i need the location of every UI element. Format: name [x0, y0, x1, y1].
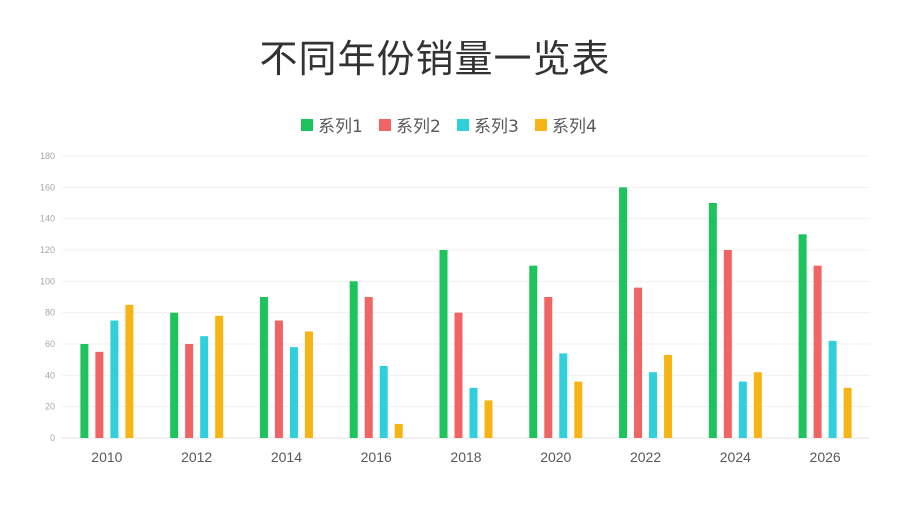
bar-series4-2022 — [664, 354, 673, 438]
x-tick-label: 2026 — [810, 449, 841, 465]
legend-label-series3: 系列3 — [474, 117, 519, 137]
bar-series3-2024 — [738, 381, 747, 438]
y-tick-label: 100 — [40, 276, 55, 286]
x-tick-label: 2016 — [361, 449, 392, 465]
x-axis-ticks: 2010 2012 2014 2016 2018 2020 2022 2024 2026 — [91, 449, 841, 465]
bar-series3-2012 — [200, 336, 209, 438]
y-tick-label: 120 — [40, 245, 55, 255]
bar-series3-2020 — [559, 353, 568, 438]
legend-swatch-series3 — [457, 119, 469, 131]
bar-series1-2016 — [349, 281, 358, 438]
legend: 系列1 系列2 系列3 系列4 — [301, 117, 597, 137]
x-tick-label: 2024 — [720, 449, 751, 465]
bar-series1-2024 — [708, 203, 717, 438]
x-tick-label: 2022 — [630, 449, 661, 465]
y-tick-label: 60 — [45, 339, 55, 349]
bar-series2-2026 — [813, 265, 822, 438]
chart-title: 不同年份销量一览表 — [259, 37, 611, 81]
bar-series2-2010 — [95, 351, 104, 438]
legend-swatch-series1 — [301, 119, 313, 131]
bar-series4-2026 — [843, 387, 852, 438]
legend-label-series4: 系列4 — [552, 117, 597, 137]
x-tick-label: 2014 — [271, 449, 302, 465]
x-tick-label: 2020 — [540, 449, 571, 465]
y-tick-label: 80 — [45, 308, 55, 318]
x-tick-label: 2018 — [450, 449, 481, 465]
bar-series4-2016 — [394, 423, 403, 438]
bar-series4-2012 — [215, 315, 224, 438]
bars — [80, 187, 852, 438]
bar-series3-2018 — [469, 387, 478, 438]
bar-series2-2022 — [634, 287, 643, 438]
bar-series1-2026 — [798, 234, 807, 438]
bar-series4-2010 — [125, 304, 134, 438]
bar-series2-2016 — [364, 297, 373, 438]
legend-swatch-series4 — [535, 119, 547, 131]
bar-series1-2020 — [529, 265, 538, 438]
bar-series1-2018 — [439, 250, 448, 438]
legend-label-series1: 系列1 — [318, 117, 363, 137]
bar-series2-2014 — [274, 320, 283, 438]
y-tick-label: 0 — [50, 433, 55, 443]
x-tick-label: 2010 — [91, 449, 122, 465]
bar-series1-2022 — [619, 187, 628, 438]
bar-series1-2014 — [259, 297, 268, 438]
y-tick-label: 180 — [40, 151, 55, 161]
bar-series3-2026 — [828, 340, 837, 438]
y-tick-label: 20 — [45, 402, 55, 412]
bar-series2-2018 — [454, 312, 463, 438]
y-tick-label: 40 — [45, 370, 55, 380]
y-tick-label: 160 — [40, 182, 55, 192]
bar-series1-2010 — [80, 344, 89, 438]
legend-label-series2: 系列2 — [396, 117, 441, 137]
y-tick-label: 140 — [40, 214, 55, 224]
grid-lines — [62, 155, 870, 439]
bar-series4-2014 — [304, 331, 313, 438]
bar-series4-2024 — [753, 372, 762, 438]
bar-series1-2012 — [170, 312, 179, 438]
bar-series2-2024 — [723, 250, 732, 438]
bar-series3-2010 — [110, 320, 119, 438]
bar-series2-2020 — [544, 297, 553, 438]
bar-series3-2022 — [649, 372, 658, 438]
bar-series3-2016 — [379, 365, 388, 438]
bar-series4-2020 — [574, 381, 583, 438]
y-axis-ticks: 0 20 40 60 80 100 120 140 160 180 — [40, 151, 55, 443]
legend-swatch-series2 — [379, 119, 391, 131]
x-tick-label: 2012 — [181, 449, 212, 465]
bar-series3-2014 — [289, 347, 298, 438]
bar-series2-2012 — [185, 344, 194, 438]
bar-series4-2018 — [484, 400, 493, 438]
